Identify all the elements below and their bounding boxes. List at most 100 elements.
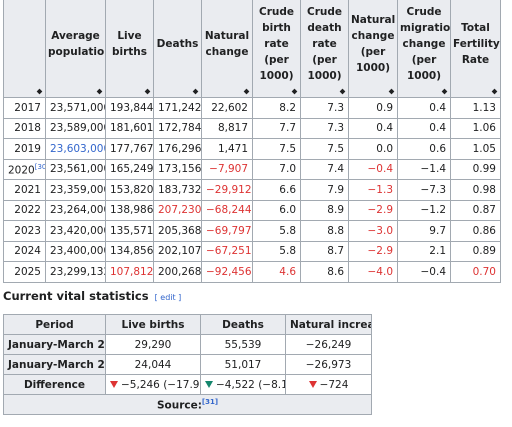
year: 2023 (14, 224, 41, 237)
header-text: Crude migration change (per 1000) (400, 6, 451, 82)
data-cell: 1.13 (450, 97, 501, 119)
data-cell: 23,603,000 (45, 138, 106, 160)
data-cell: 1,471 (201, 138, 253, 160)
data-cell: −69,797 (201, 220, 253, 242)
data-cell: −1.3 (348, 179, 398, 201)
data-cell: 8.8 (300, 220, 349, 242)
data-cell: 55,539 (200, 334, 286, 355)
data-cell: 24,044 (105, 354, 201, 375)
data-cell: 202,107 (153, 240, 202, 262)
data-cell: −5,246 (−17.91%) (105, 374, 201, 395)
data-cell: 23,264,000 (45, 199, 106, 221)
data-cell: 7.0 (252, 158, 301, 180)
value: −26,249 (305, 338, 352, 351)
data-cell: 8.9 (300, 199, 349, 221)
data-cell: 0.9 (348, 97, 398, 119)
data-cell: 183,732 (153, 179, 202, 201)
year-cell: 2020[30] (3, 158, 46, 180)
data-cell: 7.9 (300, 179, 349, 201)
header-text: Crude death rate (per 1000) (307, 6, 342, 82)
year: 2022 (14, 204, 41, 217)
edit-link[interactable]: [ edit ] (154, 293, 182, 302)
data-cell: 8.6 (300, 261, 349, 283)
table-row: 2022 23,264,000 138,986 207,230 −68,244 6.0 8.… (3, 199, 501, 221)
year-cell: 2023 (3, 220, 46, 242)
row-label: Difference (3, 374, 106, 395)
year-cell: 2025 (3, 261, 46, 283)
year: 2025 (14, 265, 41, 278)
data-cell: −92,456 (201, 261, 253, 283)
value: −5,246 (−17.91%) (121, 378, 200, 391)
data-cell: 7.5 (252, 138, 301, 160)
data-cell: −4.0 (348, 261, 398, 283)
vital-table: Average population Live births Deaths Natur… (3, 0, 501, 283)
header-row: Average population Live births Deaths Natur… (3, 0, 501, 98)
sort-icon (243, 88, 250, 95)
sort-icon (144, 88, 151, 95)
data-cell: 22,602 (201, 97, 253, 119)
data-cell: 6.6 (252, 179, 301, 201)
data-cell: 5.8 (252, 220, 301, 242)
table-row: 2019 23,603,000 177,767 176,296 1,471 7.5 7.5 0… (3, 138, 501, 160)
sort-icon (491, 88, 498, 95)
data-cell: −7,907 (201, 158, 253, 180)
row-label: January-March 2025 (3, 334, 106, 355)
data-cell: −2.9 (348, 199, 398, 221)
data-cell: 51,017 (200, 354, 286, 375)
data-cell: 171,242 (153, 97, 202, 119)
heading-text: Current vital statistics (3, 289, 149, 303)
data-cell: 8.7 (300, 240, 349, 262)
data-cell: 7.4 (300, 158, 349, 180)
year: 2024 (14, 245, 41, 258)
table-row: 2025 23,299,132 107,812 200,268 −92,456 4.6 8.… (3, 261, 501, 283)
data-cell: −26,249 (285, 334, 372, 355)
header-text: Deaths (156, 38, 199, 50)
edit-text[interactable]: edit (160, 293, 176, 302)
trend-icon (308, 380, 317, 388)
data-cell: −2.9 (348, 240, 398, 262)
header-cell[interactable]: Deaths (153, 0, 202, 98)
header-cell[interactable]: Live births (105, 0, 154, 98)
data-cell: 176,296 (153, 138, 202, 160)
header-text: Average population (48, 30, 106, 58)
data-cell: 0.4 (348, 117, 398, 139)
data-cell: −67,251 (201, 240, 253, 262)
header-cell[interactable] (3, 0, 46, 98)
data-cell: 7.5 (300, 138, 349, 160)
value: 24,044 (134, 358, 172, 371)
header-cell[interactable]: Total Fertility Rate (450, 0, 501, 98)
data-cell: 23,299,132 (45, 261, 106, 283)
data-cell: −4,522 (−8.14%) (200, 374, 286, 395)
header-cell[interactable]: Average population (45, 0, 106, 98)
data-cell: 9.7 (397, 220, 451, 242)
header-cell[interactable]: Natural change (per 1000) (348, 0, 398, 98)
data-cell: 23,571,000 (45, 97, 106, 119)
value: −26,973 (305, 358, 352, 371)
reference[interactable]: [31] (201, 397, 219, 406)
data-cell: 0.99 (450, 158, 501, 180)
header-text: Natural change (204, 30, 250, 58)
value: 29,290 (134, 338, 172, 351)
header-cell[interactable]: Crude migration change (per 1000) (397, 0, 451, 98)
value: −4,522 (−8.14%) (216, 378, 285, 391)
sort-icon (96, 88, 103, 95)
data-cell: 6.0 (252, 199, 301, 221)
data-cell: 8,817 (201, 117, 253, 139)
data-cell: 0.86 (450, 220, 501, 242)
header-cell: Deaths (200, 314, 286, 335)
data-cell: 29,290 (105, 334, 201, 355)
header-cell[interactable]: Natural change (201, 0, 253, 98)
header-cell[interactable]: Crude death rate (per 1000) (300, 0, 349, 98)
trend-icon (205, 380, 213, 388)
data-cell: −1.2 (397, 199, 451, 221)
table-row: January-March 2026 24,044 51,017 −26,973 (3, 354, 372, 375)
data-cell: 0.98 (450, 179, 501, 201)
data-cell: 135,571 (105, 220, 154, 242)
data-cell: 193,844 (105, 97, 154, 119)
year: 2020 (8, 164, 35, 176)
trend-icon (110, 380, 118, 388)
header-cell[interactable]: Crude birth rate (per 1000) (252, 0, 301, 98)
year: 2018 (14, 122, 41, 135)
